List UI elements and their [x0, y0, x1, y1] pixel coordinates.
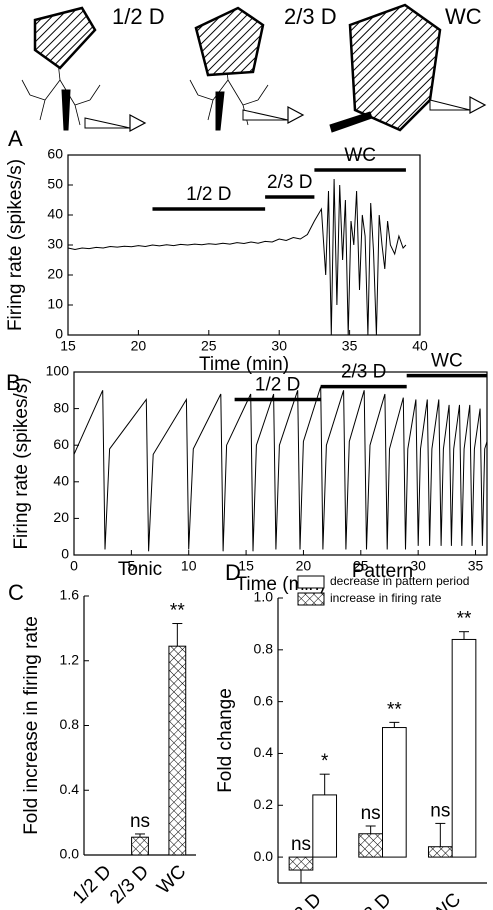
- bar: [131, 836, 149, 856]
- bar: [382, 727, 407, 858]
- y-tick-label: 0.4: [60, 781, 80, 797]
- x-tick-label: 1/2 D: [69, 861, 116, 908]
- y-axis-label: Firing rate (spikes/s): [5, 159, 26, 331]
- condition-label: WC: [344, 145, 376, 166]
- x-tick-label: WC: [428, 889, 465, 910]
- illustration-label: WC: [445, 4, 482, 29]
- bar: [451, 638, 477, 858]
- y-axis-label: Firing rate (spikes/s): [11, 377, 32, 549]
- significance-label: ns: [130, 811, 150, 832]
- y-tick-label: 0: [55, 326, 63, 342]
- bar: [312, 794, 338, 858]
- y-tick-label: 10: [47, 296, 63, 312]
- y-tick-label: 1.2: [60, 651, 80, 667]
- x-tick-label: 2/3 D: [106, 861, 153, 908]
- condition-label: 2/3 D: [267, 172, 312, 193]
- x-tick-label: 25: [201, 338, 217, 354]
- x-tick-label: 1/2 D: [279, 889, 326, 910]
- x-tick-label: 20: [296, 558, 312, 574]
- x-tick-label: 25: [353, 558, 369, 574]
- significance-label: **: [387, 699, 402, 720]
- chart-title: Pattern: [352, 561, 413, 582]
- x-tick-label: 2/3 D: [349, 889, 396, 910]
- y-tick-label: 0.4: [254, 744, 274, 760]
- panel-letter: D: [225, 560, 241, 585]
- x-axis-label: Time (min): [199, 354, 289, 375]
- y-tick-label: 100: [46, 363, 70, 379]
- illustration-label: 1/2 D: [112, 4, 165, 29]
- condition-label: WC: [431, 351, 463, 372]
- y-tick-label: 0.8: [60, 716, 80, 732]
- y-tick-label: 80: [53, 399, 69, 415]
- x-tick-label: 30: [410, 558, 426, 574]
- plot-frame: [73, 371, 488, 556]
- condition-label: 2/3 D: [341, 362, 386, 383]
- panel-letter: A: [8, 126, 23, 151]
- y-tick-label: 60: [53, 436, 69, 452]
- y-tick-label: 20: [53, 509, 69, 525]
- y-tick-label: 60: [47, 146, 63, 162]
- legend-swatch: [297, 575, 325, 589]
- illustration-label: 2/3 D: [284, 4, 337, 29]
- y-tick-label: 50: [47, 176, 63, 192]
- x-tick-label: 30: [271, 338, 287, 354]
- x-tick-label: WC: [153, 861, 190, 898]
- x-tick-label: 0: [70, 558, 78, 574]
- x-tick-label: 35: [342, 338, 358, 354]
- chart-title: Tonic: [118, 559, 162, 580]
- x-tick-label: 40: [412, 338, 428, 354]
- bar: [288, 856, 314, 871]
- x-tick-label: 5: [127, 558, 135, 574]
- significance-label: **: [457, 609, 472, 630]
- y-tick-label: 40: [47, 206, 63, 222]
- x-tick-label: 35: [468, 558, 484, 574]
- illustration: [21, 3, 487, 133]
- legend-label: increase in firing rate: [330, 591, 442, 605]
- y-tick-label: 30: [47, 236, 63, 252]
- x-tick-label: 15: [238, 558, 254, 574]
- significance-label: **: [170, 601, 185, 622]
- y-tick-label: 0.0: [254, 848, 274, 864]
- x-tick-label: 15: [60, 338, 76, 354]
- legend-label: decrease in pattern period: [330, 574, 469, 588]
- y-tick-label: 40: [53, 473, 69, 489]
- y-tick-label: 0: [61, 546, 69, 562]
- legend-swatch: [297, 592, 325, 606]
- significance-label: ns: [291, 834, 311, 855]
- trace: [67, 178, 407, 336]
- y-axis-label: Fold change: [215, 688, 236, 793]
- x-tick-label: 10: [181, 558, 197, 574]
- significance-label: ns: [430, 800, 450, 821]
- y-axis-label: Fold increase in firing rate: [21, 616, 42, 835]
- condition-label: 1/2 D: [255, 374, 300, 395]
- y-tick-label: 0.8: [254, 641, 274, 657]
- bar: [358, 833, 383, 858]
- y-tick-label: 0.6: [254, 692, 274, 708]
- significance-label: *: [321, 751, 329, 772]
- y-tick-label: 1.6: [60, 587, 80, 603]
- panel-letter: C: [8, 580, 24, 605]
- significance-label: ns: [361, 803, 381, 824]
- trace: [73, 386, 488, 552]
- x-tick-label: 20: [131, 338, 147, 354]
- y-tick-label: 0.2: [254, 796, 274, 812]
- y-tick-label: 0.0: [60, 846, 80, 862]
- y-tick-label: 20: [47, 266, 63, 282]
- bar: [427, 846, 453, 858]
- y-tick-label: 1.0: [254, 589, 274, 605]
- panel-letter: B: [6, 370, 21, 395]
- condition-label: 1/2 D: [186, 184, 231, 205]
- bar: [168, 645, 187, 856]
